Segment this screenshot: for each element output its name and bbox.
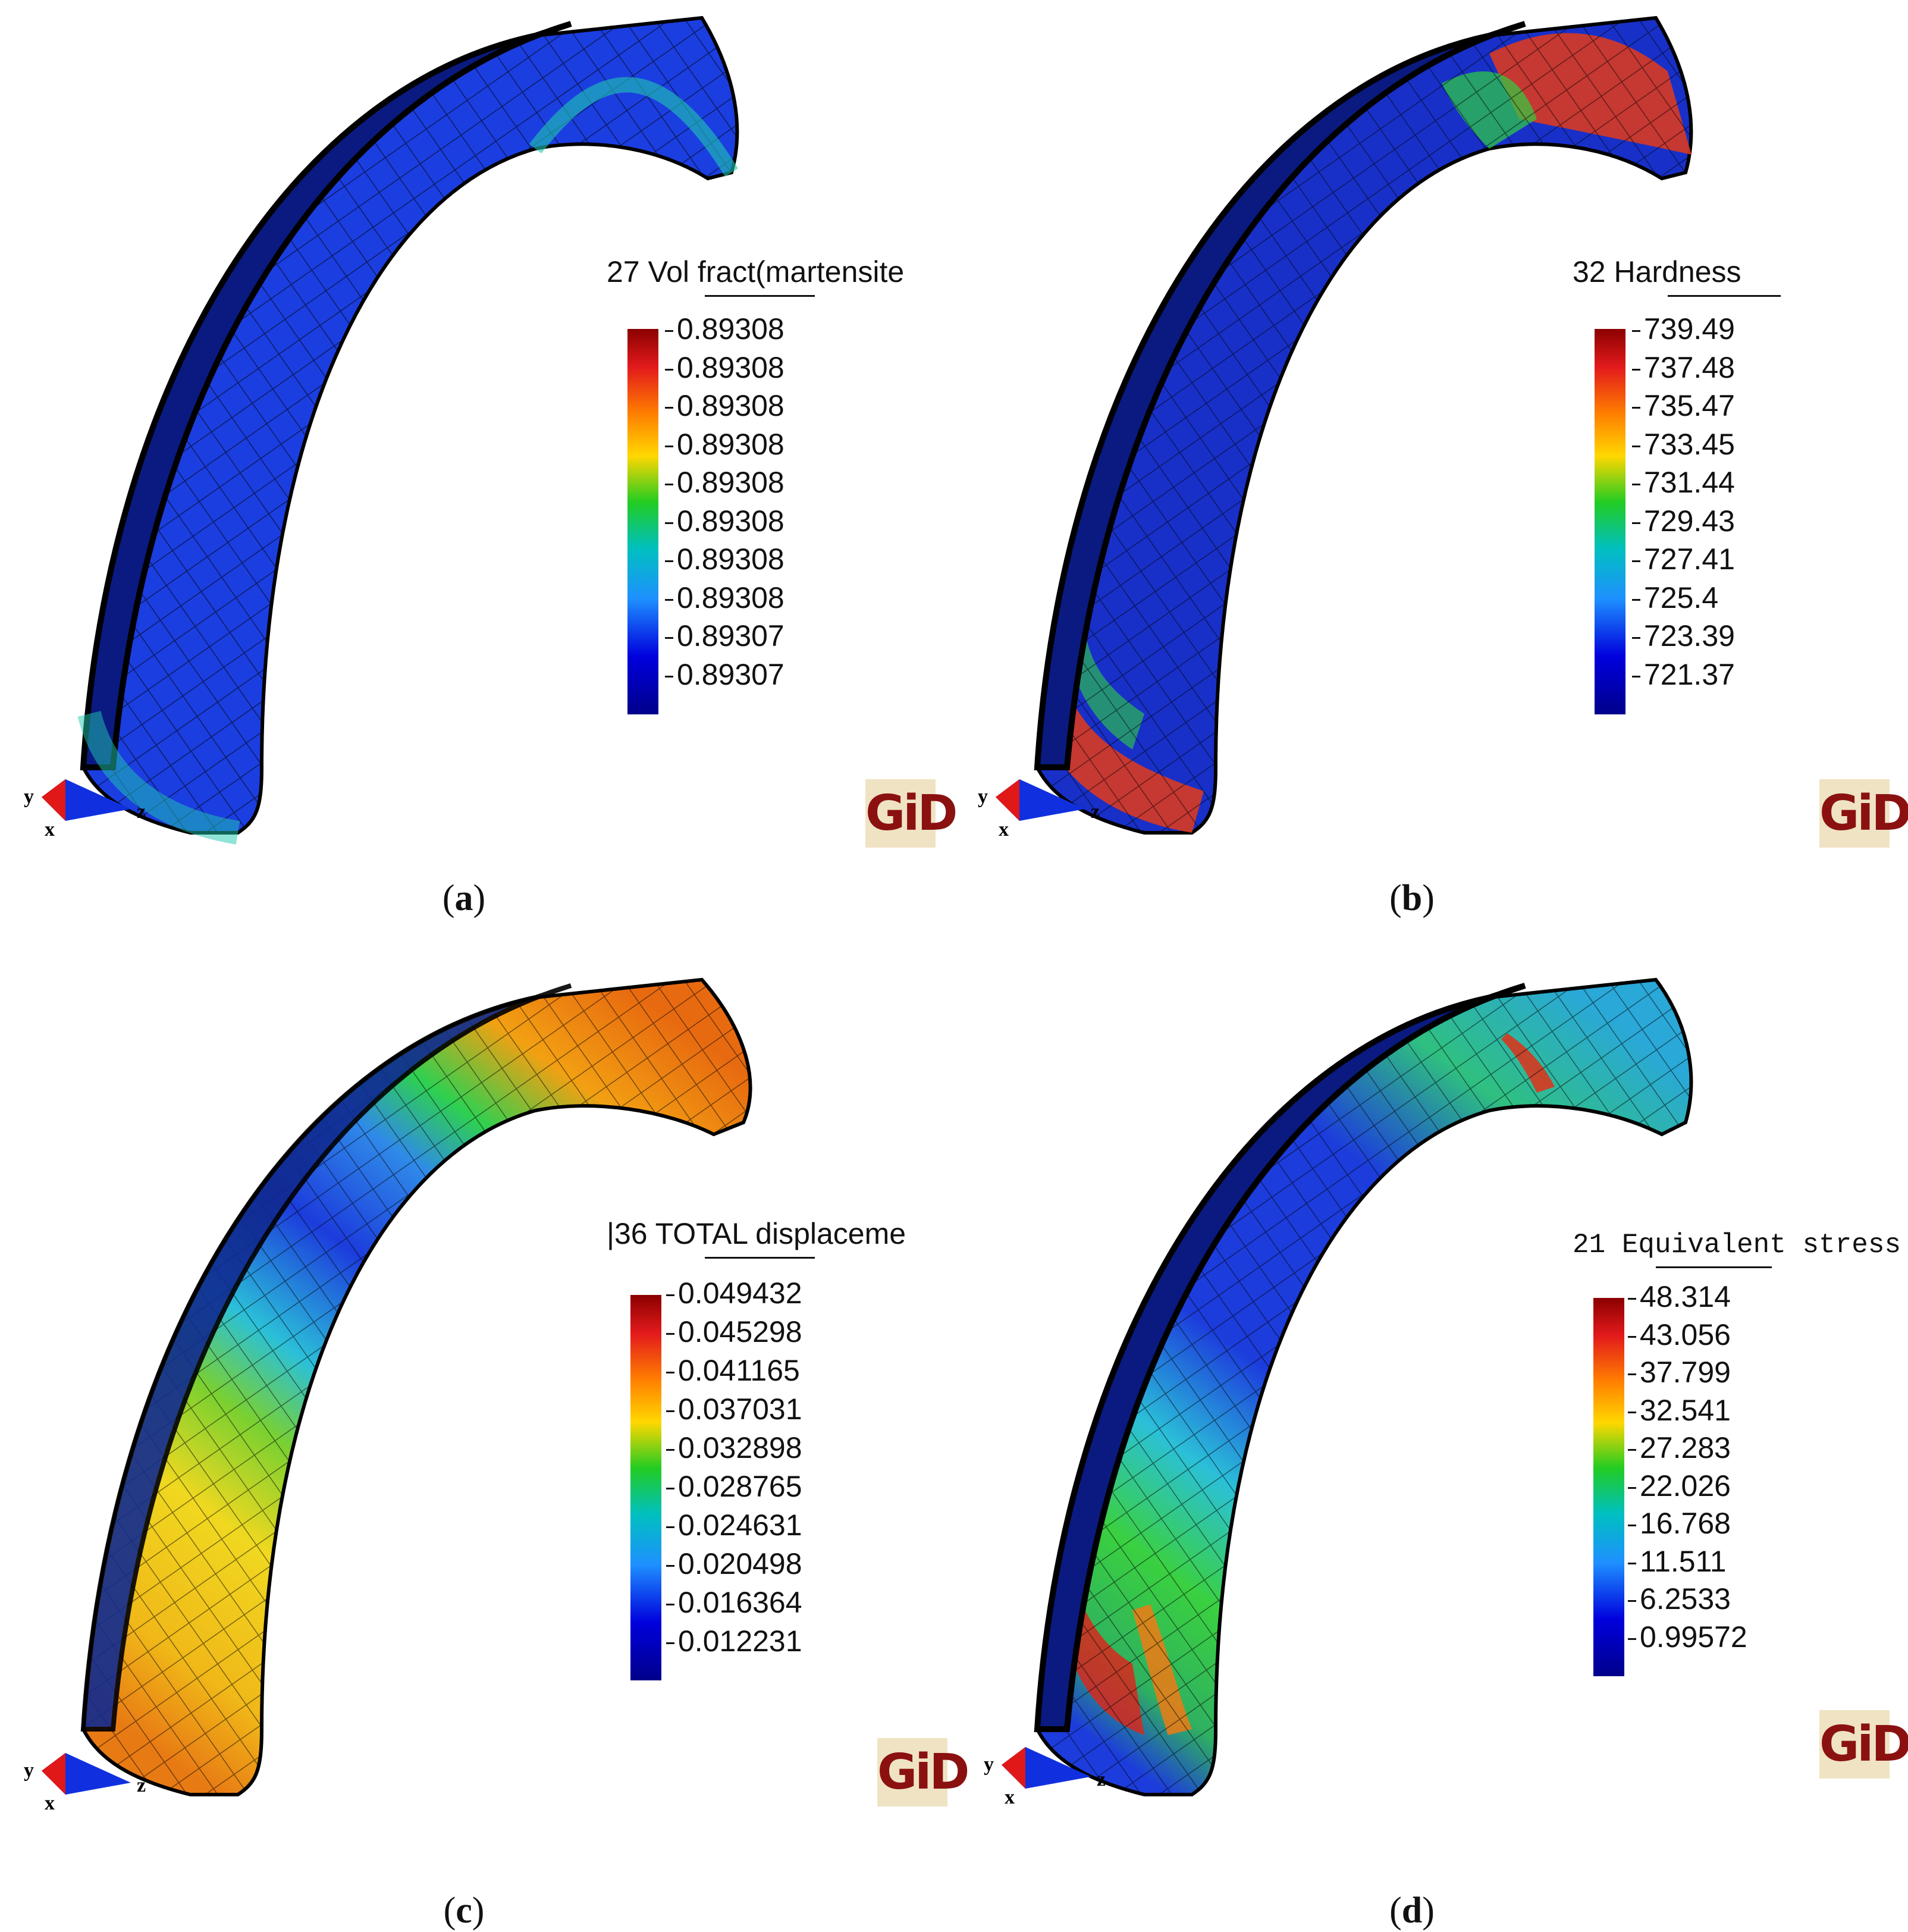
svg-text:y: y — [24, 1760, 34, 1782]
panel-b: 32 Hardness 739.49 737.48 735.47 733.45 … — [954, 0, 1908, 962]
legend-title-underline — [705, 295, 815, 297]
colorbar — [627, 329, 658, 714]
legend-title-underline — [1668, 295, 1781, 297]
gid-logo: GiD — [1819, 779, 1908, 848]
tick-label: 737.48 — [1632, 353, 1735, 391]
tick-label: 0.99572 — [1628, 1622, 1747, 1660]
legend-title: |36 TOTAL displaceme — [607, 1217, 906, 1250]
legend-title: 32 Hardness — [1573, 255, 1741, 288]
colorbar-tick-labels: 48.314 43.056 37.799 32.541 27.283 22.02… — [1628, 1282, 1747, 1698]
svg-text:x: x — [1005, 1786, 1015, 1806]
tick-label: 725.4 — [1632, 583, 1735, 622]
legend-title: 27 Vol fract(martensite — [607, 255, 905, 288]
tick-label: 0.012231 — [666, 1626, 802, 1665]
svg-text:x: x — [999, 818, 1009, 839]
tick-label: 0.89308 — [665, 353, 784, 391]
tick-label: 43.056 — [1628, 1320, 1747, 1358]
tick-label: 37.799 — [1628, 1357, 1747, 1395]
gid-logo: GiD — [877, 1738, 969, 1806]
colorbar — [1595, 329, 1625, 714]
tick-label: 27.283 — [1628, 1433, 1747, 1471]
tick-label: 0.020498 — [666, 1549, 802, 1588]
tick-label: 0.037031 — [666, 1394, 802, 1433]
panel-caption: (b) — [1389, 878, 1435, 918]
tick-label: 729.43 — [1632, 506, 1735, 545]
svg-text:x: x — [45, 1792, 55, 1812]
svg-text:z: z — [1097, 1768, 1106, 1790]
legend-title: 21 Equivalent stress — [1573, 1230, 1901, 1260]
colorbar-tick-labels: 0.049432 0.045298 0.041165 0.037031 0.03… — [666, 1278, 802, 1695]
tick-label: 48.314 — [1628, 1282, 1747, 1320]
tick-label: 0.045298 — [666, 1317, 802, 1356]
tick-label: 0.89308 — [665, 544, 784, 583]
tick-label: 0.89307 — [665, 660, 784, 698]
svg-text:y: y — [978, 786, 988, 808]
tick-label: 0.016364 — [666, 1588, 802, 1626]
tick-label: 0.89308 — [665, 314, 784, 353]
tick-label: 735.47 — [1632, 391, 1735, 429]
panel-d: 21 Equivalent stress 48.314 43.056 37.79… — [954, 962, 1908, 1931]
tick-label: 0.049432 — [666, 1278, 802, 1317]
svg-text:z: z — [137, 801, 146, 823]
tick-label: 0.032898 — [666, 1433, 802, 1472]
colorbar-tick-labels: 739.49 737.48 735.47 733.45 731.44 729.4… — [1632, 314, 1735, 730]
ring-mesh-hardness — [1034, 15, 1693, 835]
axis-triad-icon: y x z — [984, 1747, 1106, 1806]
tick-label: 0.041165 — [666, 1356, 802, 1394]
svg-text:z: z — [137, 1774, 146, 1796]
tick-label: 721.37 — [1632, 660, 1735, 698]
panel-c: |36 TOTAL displaceme 0.049432 0.045298 0… — [0, 962, 969, 1931]
tick-label: 16.768 — [1628, 1508, 1747, 1547]
svg-text:z: z — [1091, 801, 1100, 823]
gid-logo: GiD — [1819, 1710, 1908, 1779]
tick-label: 0.024631 — [666, 1510, 802, 1549]
tick-label: 0.028765 — [666, 1472, 802, 1510]
tick-label: 727.41 — [1632, 544, 1735, 583]
gid-logo: GiD — [865, 779, 958, 848]
tick-label: 731.44 — [1632, 468, 1735, 506]
tick-label: 0.89307 — [665, 621, 784, 660]
panel-caption: (a) — [442, 878, 486, 918]
tick-label: 0.89308 — [665, 468, 784, 506]
tick-label: 733.45 — [1632, 429, 1735, 468]
colorbar-tick-labels: 0.89308 0.89308 0.89308 0.89308 0.89308 … — [665, 314, 784, 730]
legend-title-underline — [1656, 1266, 1772, 1268]
tick-label: 22.026 — [1628, 1471, 1747, 1509]
panel-caption: (c) — [443, 1890, 485, 1931]
tick-label: 0.89308 — [665, 506, 784, 545]
svg-text:y: y — [984, 1754, 994, 1776]
tick-label: 723.39 — [1632, 621, 1735, 660]
ring-mesh-equivalent-stress — [1034, 977, 1693, 1796]
svg-text:x: x — [45, 818, 55, 839]
axis-triad-icon: y x z — [978, 779, 1100, 839]
tick-label: 6.2533 — [1628, 1584, 1747, 1622]
legend-title-underline — [705, 1257, 815, 1259]
axis-triad-icon: y x z — [24, 1753, 146, 1812]
colorbar — [630, 1295, 661, 1680]
tick-label: 32.541 — [1628, 1395, 1747, 1434]
panel-caption: (d) — [1389, 1890, 1435, 1931]
colorbar — [1593, 1298, 1624, 1676]
panel-a: 27 Vol fract(martensite 0.89308 0.89308 … — [0, 0, 958, 962]
tick-label: 0.89308 — [665, 429, 784, 468]
svg-text:y: y — [24, 786, 34, 808]
tick-label: 739.49 — [1632, 314, 1735, 353]
ring-mesh-displacement — [80, 977, 752, 1796]
tick-label: 11.511 — [1628, 1547, 1747, 1585]
axis-triad-icon: y x z — [24, 779, 146, 839]
ring-mesh-martensite — [77, 15, 739, 845]
tick-label: 0.89308 — [665, 391, 784, 429]
tick-label: 0.89308 — [665, 583, 784, 622]
